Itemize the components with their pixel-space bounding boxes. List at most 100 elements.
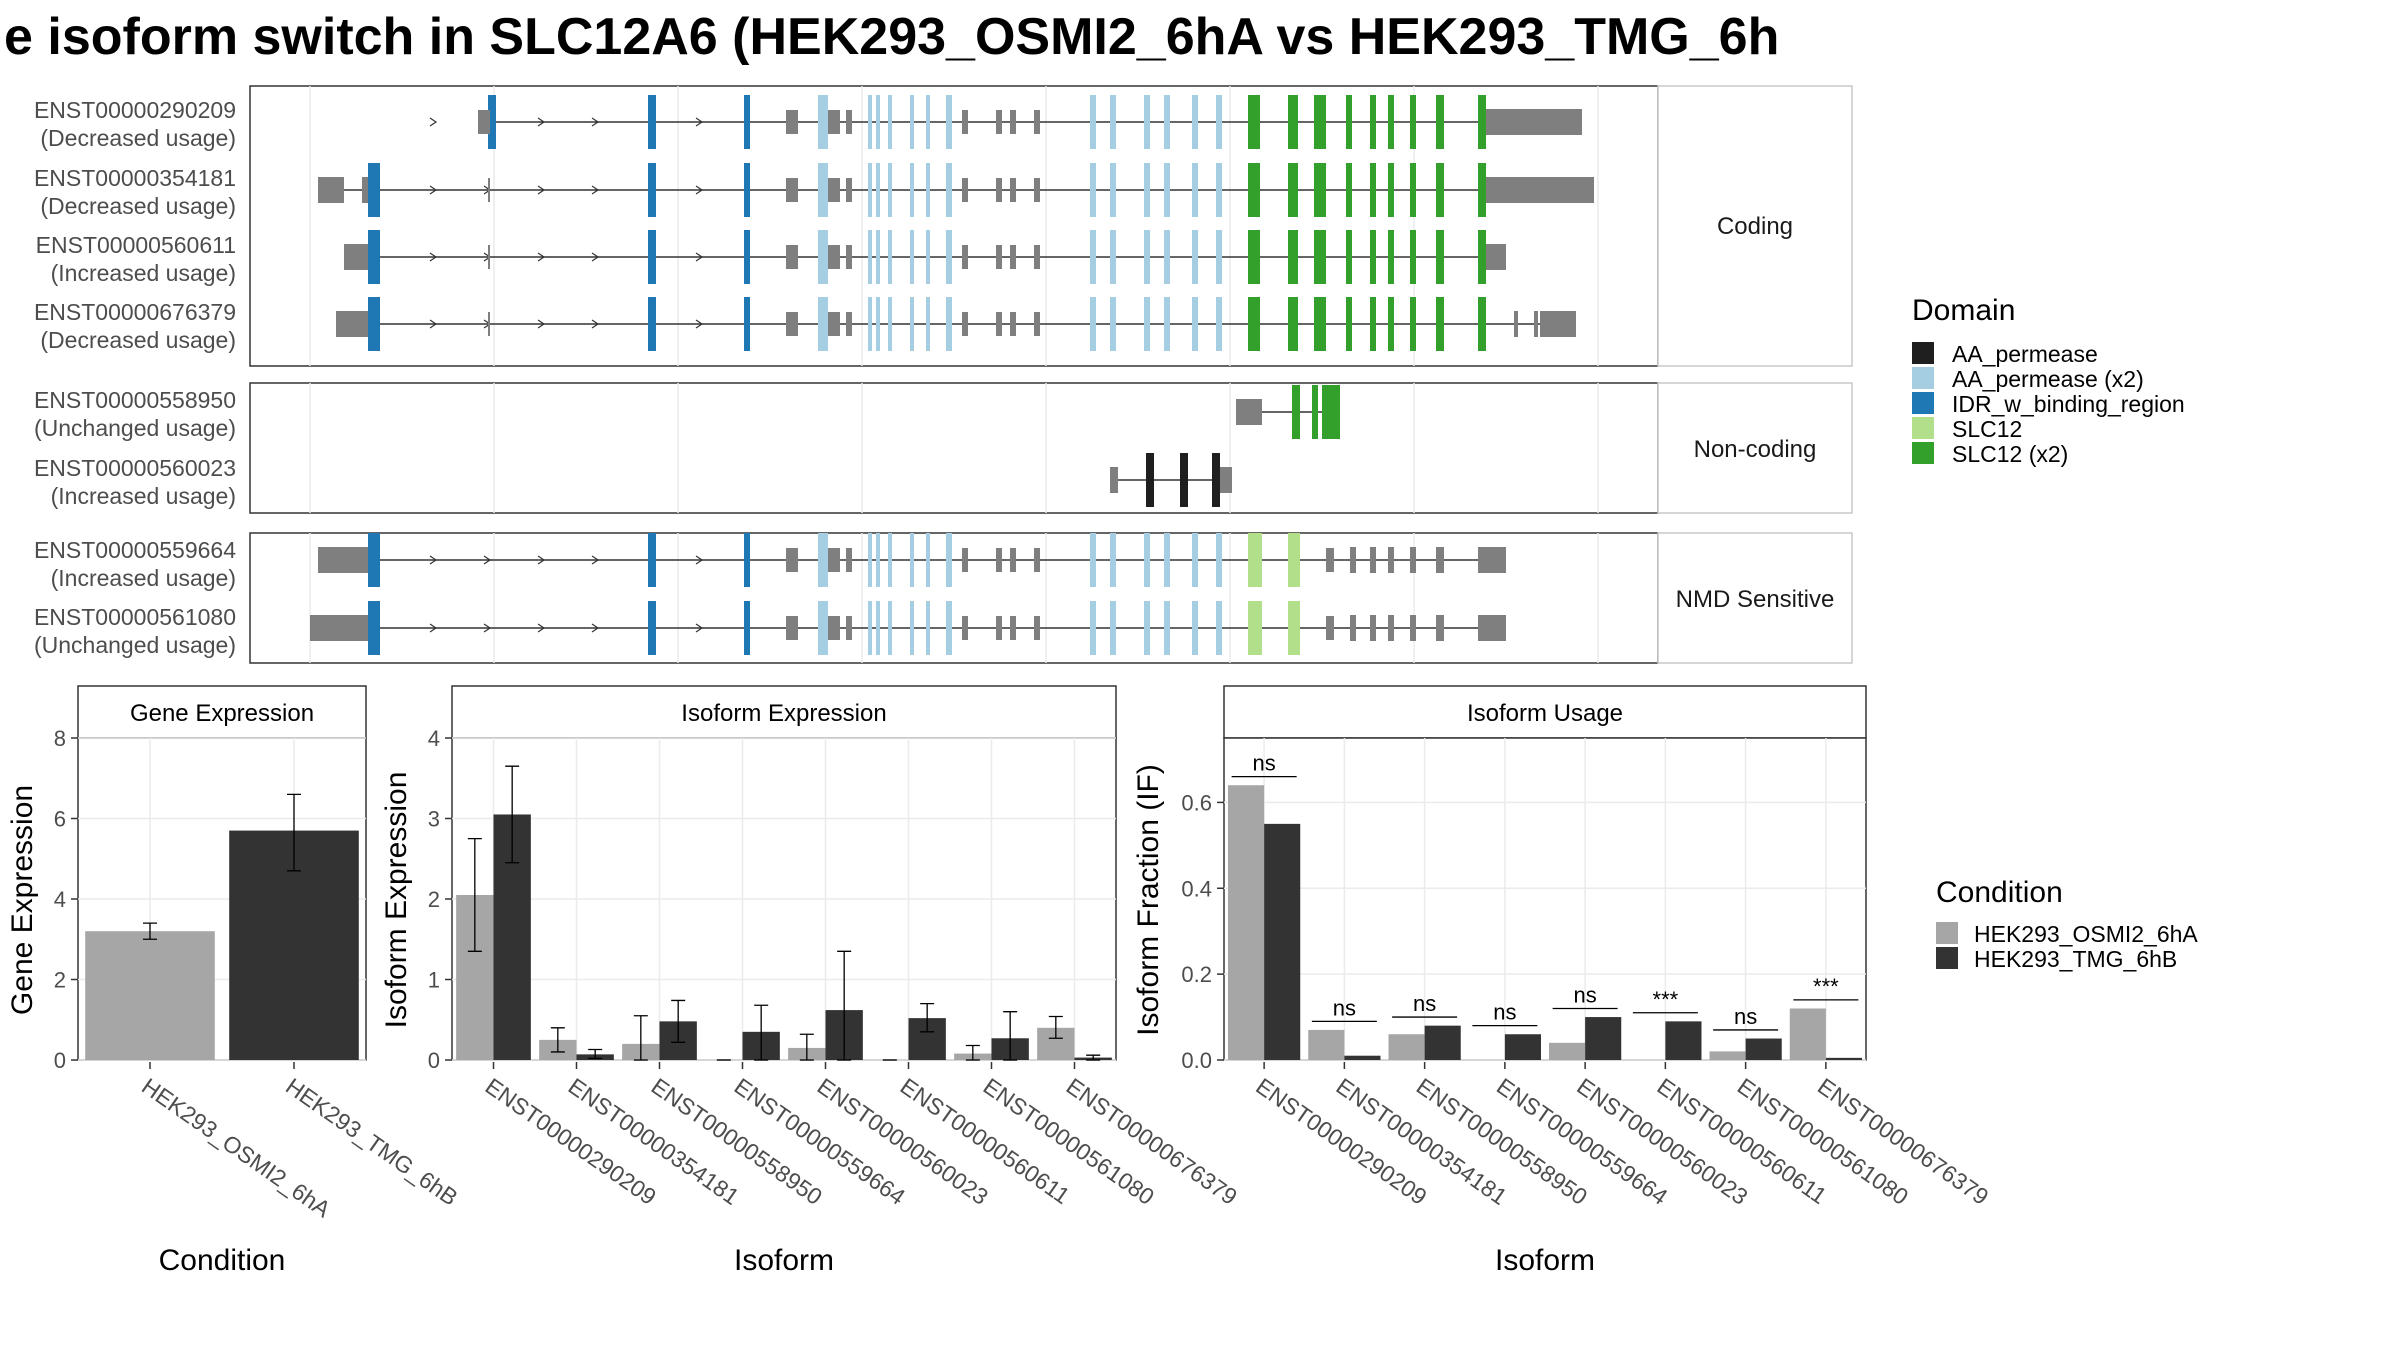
utr-exon <box>962 616 968 640</box>
domain-exon <box>818 533 828 587</box>
strand-arrow <box>591 623 600 633</box>
domain-exon <box>868 533 872 587</box>
significance-label: *** <box>1653 987 1679 1012</box>
domain-exon <box>876 230 880 284</box>
transcript-track <box>429 95 1582 149</box>
isoform-labels: ENST00000290209 (Decreased usage) ENST00… <box>34 97 236 658</box>
domain-exon <box>818 230 828 284</box>
domain-exon <box>910 230 914 284</box>
domain-exon <box>648 533 656 587</box>
transcript-track <box>336 297 1576 351</box>
utr-exon <box>1388 547 1394 573</box>
y-tick-label: 0.2 <box>1181 962 1212 987</box>
domain-exon <box>744 601 750 655</box>
bar <box>1228 785 1265 1060</box>
domain-exon <box>1110 297 1116 351</box>
strand-arrow <box>483 555 492 565</box>
y-axis-label: Isoform Fraction (IF) <box>1132 764 1165 1036</box>
error-bar <box>965 1044 980 1061</box>
strand-arrow <box>429 623 438 633</box>
strand-arrow <box>537 319 546 329</box>
utr-exon <box>828 312 840 336</box>
domain-exon <box>1346 297 1352 351</box>
error-bar <box>671 999 686 1043</box>
domain-exon <box>1146 453 1154 507</box>
y-tick-label: 0.0 <box>1181 1048 1212 1073</box>
utr-exon <box>310 615 372 641</box>
domain-exon <box>1144 95 1150 149</box>
strand-arrow <box>483 623 492 633</box>
y-tick-label: 4 <box>54 887 66 912</box>
utr-exon <box>318 547 372 573</box>
utr-exon <box>996 616 1002 640</box>
figure-title: e isoform switch in SLC12A6 (HEK293_OSMI… <box>4 8 1779 66</box>
domain-exon <box>368 163 380 217</box>
domain-exon <box>1436 163 1444 217</box>
domain-exon <box>1192 297 1198 351</box>
utr-exon <box>1010 548 1016 572</box>
utr-exon <box>846 110 852 134</box>
bar <box>1585 1017 1622 1060</box>
transcript-track <box>310 601 1506 655</box>
bar <box>1308 1029 1345 1060</box>
utr-exon <box>786 110 798 134</box>
legend-swatch <box>1912 442 1934 464</box>
utr-exon <box>828 178 840 202</box>
significance-label: ns <box>1333 995 1356 1020</box>
utr-exon <box>488 312 490 336</box>
domain-exon <box>744 533 750 587</box>
utr-exon <box>1236 399 1262 425</box>
strand-arrow <box>591 185 600 195</box>
domain-exon <box>1346 230 1352 284</box>
domain-exon <box>648 297 656 351</box>
utr-exon <box>1034 245 1040 269</box>
utr-exon <box>846 548 852 572</box>
utr-exon <box>828 616 840 640</box>
utr-exon <box>996 110 1002 134</box>
legend-label: SLC12 (x2) <box>1952 441 2068 467</box>
strand-arrow <box>537 185 546 195</box>
strand-arrow <box>695 252 704 262</box>
domain-exon <box>1110 95 1116 149</box>
domain-exon <box>868 163 872 217</box>
domain-exon <box>1110 533 1116 587</box>
domain-exon <box>1388 163 1394 217</box>
utr-exon <box>1010 245 1016 269</box>
domain-exon <box>1370 297 1376 351</box>
legend-swatch <box>1912 417 1934 439</box>
legend-swatch <box>1912 342 1934 364</box>
domain-exon <box>910 95 914 149</box>
error-bar <box>467 837 482 952</box>
domain-exon <box>868 95 872 149</box>
domain-exon <box>1110 601 1116 655</box>
domain-exon <box>876 95 880 149</box>
strand-arrow <box>591 117 600 127</box>
utr-exon <box>1010 178 1016 202</box>
panel-title: Isoform Usage <box>1467 700 1623 727</box>
utr-exon <box>488 110 490 134</box>
utr-exon <box>1350 547 1356 573</box>
strand-arrow <box>537 555 546 565</box>
domain-exon <box>1314 95 1326 149</box>
utr-exon <box>1478 547 1506 573</box>
utr-exon <box>1370 615 1376 641</box>
error-bar <box>287 793 301 872</box>
strand-arrow <box>429 117 438 127</box>
domain-exon <box>1370 95 1376 149</box>
structure-panel-nmd: NMD Sensitive <box>249 532 1853 664</box>
domain-exon <box>1110 163 1116 217</box>
domain-exon <box>910 601 914 655</box>
bar <box>1789 1008 1826 1060</box>
domain-exon <box>1216 297 1222 351</box>
domain-exon <box>1144 163 1150 217</box>
domain-exon <box>876 163 880 217</box>
domain-exon <box>1110 230 1116 284</box>
utr-exon <box>362 177 368 203</box>
isoform-id-label: ENST00000290209 <box>34 97 236 123</box>
domain-exon <box>1288 601 1300 655</box>
domain-exon <box>910 297 914 351</box>
strand-arrow <box>591 555 600 565</box>
domain-exon <box>1370 230 1376 284</box>
error-bar <box>920 1003 935 1033</box>
strand-arrow <box>695 555 704 565</box>
